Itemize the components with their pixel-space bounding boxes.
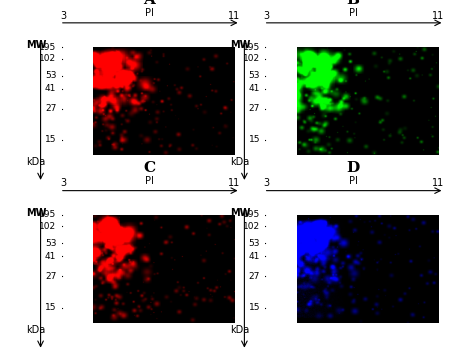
Text: 102: 102: [39, 54, 56, 63]
Text: 195: 195: [243, 210, 260, 220]
Text: A: A: [143, 0, 155, 7]
Text: 53: 53: [249, 239, 260, 248]
Text: C: C: [143, 161, 155, 175]
Text: MW: MW: [27, 40, 47, 50]
Text: D: D: [346, 161, 360, 175]
Text: 41: 41: [45, 252, 56, 261]
Text: 11: 11: [228, 178, 240, 188]
Text: 195: 195: [243, 42, 260, 52]
Text: PI: PI: [349, 176, 357, 186]
Text: MW: MW: [230, 40, 251, 50]
Text: PI: PI: [145, 8, 154, 18]
Text: MW: MW: [27, 208, 47, 218]
Text: 53: 53: [45, 239, 56, 248]
Text: 41: 41: [45, 84, 56, 93]
Text: 102: 102: [243, 222, 260, 231]
Text: 53: 53: [249, 71, 260, 80]
Text: B: B: [346, 0, 360, 7]
Text: 11: 11: [432, 11, 444, 21]
Text: kDa: kDa: [230, 157, 250, 167]
Text: 27: 27: [249, 104, 260, 113]
Text: PI: PI: [145, 176, 154, 186]
Text: 11: 11: [432, 178, 444, 188]
Text: 27: 27: [45, 104, 56, 113]
Text: 102: 102: [39, 222, 56, 231]
Text: kDa: kDa: [27, 157, 46, 167]
Text: kDa: kDa: [27, 325, 46, 335]
Text: kDa: kDa: [230, 325, 250, 335]
Text: 3: 3: [264, 178, 270, 188]
Text: 27: 27: [249, 272, 260, 281]
Text: 15: 15: [45, 135, 56, 145]
Text: 195: 195: [39, 210, 56, 220]
Text: 3: 3: [264, 11, 270, 21]
Text: 27: 27: [45, 272, 56, 281]
Text: PI: PI: [349, 8, 357, 18]
Text: 41: 41: [249, 252, 260, 261]
Text: 15: 15: [249, 135, 260, 145]
Text: 15: 15: [249, 303, 260, 312]
Text: MW: MW: [230, 208, 251, 218]
Text: 11: 11: [228, 11, 240, 21]
Text: 3: 3: [60, 178, 66, 188]
Text: 102: 102: [243, 54, 260, 63]
Text: 53: 53: [45, 71, 56, 80]
Text: 41: 41: [249, 84, 260, 93]
Text: 15: 15: [45, 303, 56, 312]
Text: 3: 3: [60, 11, 66, 21]
Text: 195: 195: [39, 42, 56, 52]
